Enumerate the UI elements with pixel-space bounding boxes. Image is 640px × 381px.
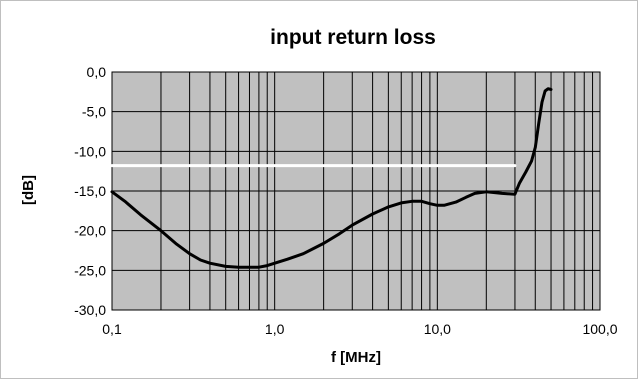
tick-labels: 0,0 -5,0 -10,0 -15,0 -20,0 -25,0 -30,0 0,1 1,0 10… [74, 64, 618, 337]
y-tick-label: -10,0 [74, 143, 106, 159]
x-tick-label: 1,0 [265, 321, 285, 337]
series-line-return-loss [110, 87, 553, 269]
x-tick-label: 100,0 [582, 321, 617, 337]
y-tick-label: -30,0 [74, 302, 106, 318]
series-layer [110, 87, 553, 269]
y-tick-label: -20,0 [74, 223, 106, 239]
x-axis-label: f [MHz] [331, 349, 381, 366]
y-tick-label: -25,0 [74, 262, 106, 278]
grid [111, 71, 601, 311]
y-tick-label: -15,0 [74, 183, 106, 199]
x-tick-label: 10,0 [424, 321, 451, 337]
y-axis-label: [dB] [20, 175, 37, 205]
chart-title: input return loss [270, 26, 436, 49]
y-tick-label: -5,0 [82, 104, 106, 120]
y-tick-label: 0,0 [87, 64, 107, 80]
x-tick-label: 0,1 [102, 321, 122, 337]
